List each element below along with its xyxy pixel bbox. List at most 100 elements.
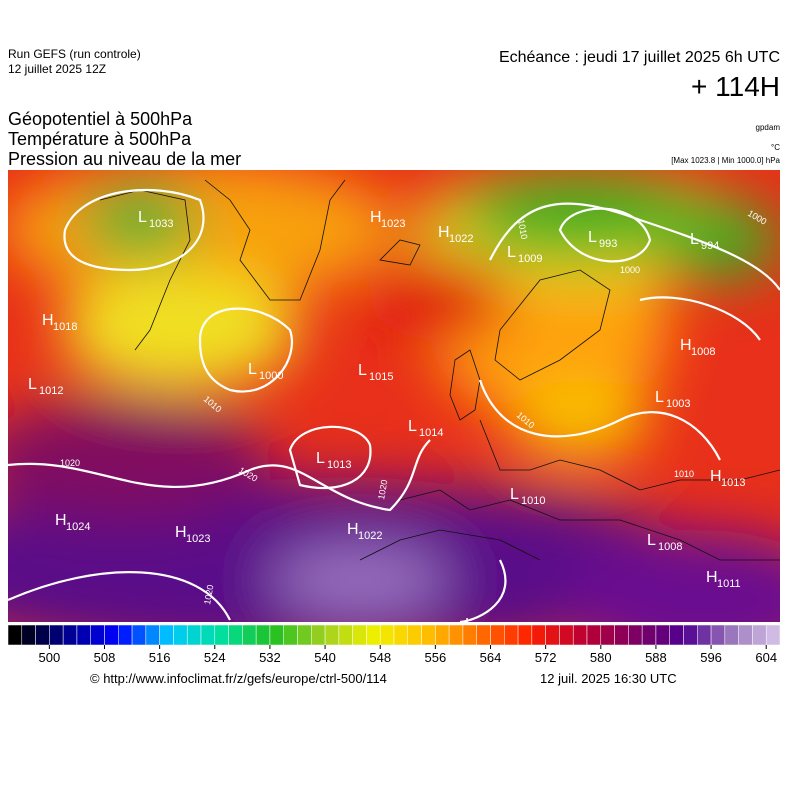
unit: °C xyxy=(771,143,780,152)
colorbar-cell xyxy=(255,624,271,646)
colorbar-cell xyxy=(269,624,284,646)
center-value: 1023 xyxy=(186,533,210,545)
colorbar-cell xyxy=(104,624,119,646)
colorbar-cell xyxy=(118,624,133,646)
colorbar-cell xyxy=(352,624,367,646)
center-value: 1012 xyxy=(39,385,63,397)
colorbar-label: 508 xyxy=(94,650,116,665)
colorbar-label: 564 xyxy=(480,650,502,665)
colorbar-cell xyxy=(338,624,353,646)
lead-time: + 114H xyxy=(691,71,780,102)
center-kind: H xyxy=(706,569,718,586)
colorbar-cell xyxy=(311,624,326,646)
colorbar-cell xyxy=(683,624,698,646)
center-value: 1018 xyxy=(53,321,77,333)
colorbar-cell xyxy=(628,624,643,646)
colorbar-cell xyxy=(393,624,409,646)
colorbar-cell xyxy=(572,624,588,646)
center-value: 1022 xyxy=(358,530,382,542)
center-kind: H xyxy=(42,312,54,329)
center-value: 1010 xyxy=(521,495,545,507)
valid-time: Echéance : jeudi 17 juillet 2025 6h UTC xyxy=(499,49,780,66)
center-kind: H xyxy=(680,337,692,354)
center-kind: H xyxy=(438,224,450,241)
center-kind: L xyxy=(507,244,516,261)
colorbar-cell xyxy=(641,624,657,646)
center-kind: H xyxy=(175,524,187,541)
colorbar-cell xyxy=(200,624,216,646)
colorbar-cell xyxy=(35,624,50,646)
colorbar-cell xyxy=(242,624,257,646)
center-value: 1015 xyxy=(369,371,393,383)
center-value: 1009 xyxy=(518,253,542,265)
colorbar-cell xyxy=(90,624,105,646)
unit: [Max 1023.8 | Min 1000.0] hPa xyxy=(671,156,780,165)
colorbar-cell xyxy=(724,624,739,646)
center-kind: L xyxy=(316,450,325,467)
colorbar-cell xyxy=(476,624,491,646)
center-kind: H xyxy=(710,468,722,485)
colorbar-cell xyxy=(600,624,615,646)
colorbar-cell xyxy=(145,624,160,646)
colorbar-cell xyxy=(462,624,477,646)
center-value: 994 xyxy=(701,240,719,252)
colorbar-cell xyxy=(504,624,519,646)
center-kind: L xyxy=(358,362,367,379)
colorbar-cell xyxy=(697,624,712,646)
isobar-label: 1000 xyxy=(620,265,640,275)
center-kind: L xyxy=(510,486,519,503)
colorbar-cell xyxy=(21,624,36,646)
colorbar-label: 580 xyxy=(590,650,612,665)
colorbar-cell xyxy=(765,624,781,646)
center-value: 1013 xyxy=(721,477,745,489)
isobar-label: 1010 xyxy=(674,469,694,479)
center-value: 1013 xyxy=(327,459,351,471)
colorbar-cell xyxy=(324,624,340,646)
center-value: 1003 xyxy=(666,398,690,410)
center-kind: L xyxy=(690,231,699,248)
colorbar-cell xyxy=(752,624,767,646)
center-kind: L xyxy=(408,418,417,435)
colorbar-cell xyxy=(655,624,670,646)
colorbar-cell xyxy=(407,624,422,646)
colorbar-cell xyxy=(738,624,753,646)
colorbar-cell xyxy=(62,624,78,646)
colorbar-cell xyxy=(76,624,91,646)
colorbar-cell xyxy=(214,624,229,646)
center-value: 1008 xyxy=(658,541,682,553)
center-kind: H xyxy=(55,512,67,529)
center-value: 1014 xyxy=(419,427,443,439)
colorbar-cell xyxy=(490,624,505,646)
center-kind: L xyxy=(465,616,474,633)
colorbar-cell xyxy=(435,624,450,646)
center-value: 1022 xyxy=(449,233,473,245)
colorbar-label: 548 xyxy=(369,650,391,665)
center-value: 1024 xyxy=(66,521,90,533)
colorbar-cell xyxy=(283,624,298,646)
colorbar-cell xyxy=(545,624,560,646)
colorbar-cell xyxy=(379,624,395,646)
title: Température à 500hPa xyxy=(8,129,192,149)
center-kind: L xyxy=(647,532,656,549)
center-kind: L xyxy=(655,389,664,406)
colorbar-cell xyxy=(159,624,174,646)
colorbar-cell xyxy=(710,624,726,646)
unit: gpdam xyxy=(756,123,781,132)
center-kind: L xyxy=(588,229,597,246)
colorbar-cell xyxy=(131,624,147,646)
colorbar-cell xyxy=(559,624,574,646)
colorbar-cell xyxy=(448,624,464,646)
colorbar-label: 604 xyxy=(755,650,777,665)
title: Pression au niveau de la mer xyxy=(8,149,241,169)
center-value: 1008 xyxy=(691,346,715,358)
center-value: 1000 xyxy=(259,370,283,382)
isobar-label: 1020 xyxy=(376,479,389,500)
colorbar-label: 596 xyxy=(700,650,722,665)
colorbar-cell xyxy=(614,624,629,646)
title: Géopotentiel à 500hPa xyxy=(8,109,193,129)
colorbar-cell xyxy=(421,624,436,646)
colorbar-cell xyxy=(228,624,243,646)
colorbar-label: 588 xyxy=(645,650,667,665)
